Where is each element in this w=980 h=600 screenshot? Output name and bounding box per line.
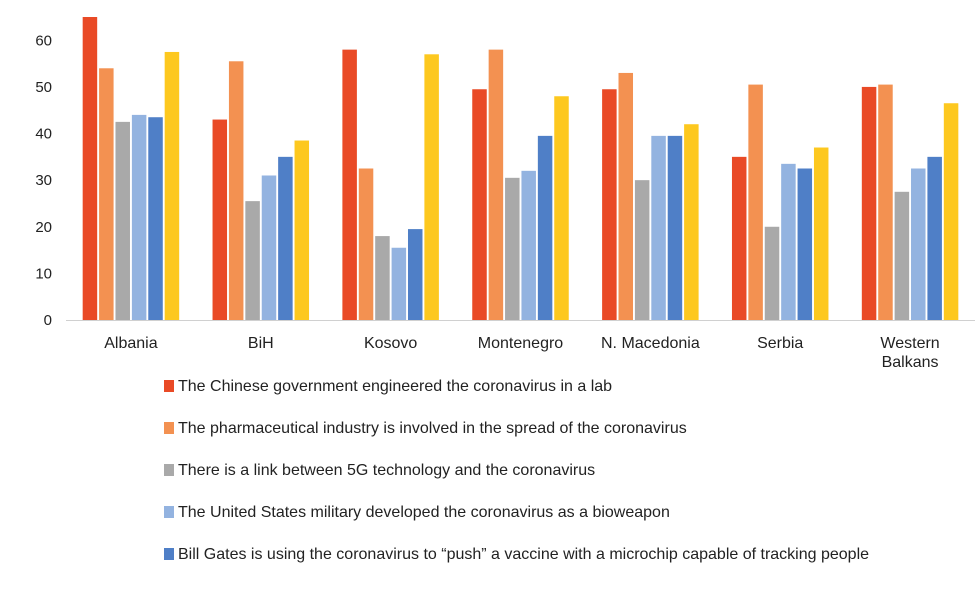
bar-kosovo-series-1 xyxy=(342,49,357,320)
y-tick-label-10: 10 xyxy=(35,265,52,282)
legend-label-5g-technology: There is a link between 5G technology an… xyxy=(178,462,596,479)
bar-montenegro-series-1 xyxy=(472,89,487,320)
bar-western-balkans-series-5 xyxy=(927,156,942,320)
bar-western-balkans-series-6 xyxy=(943,103,959,321)
bar-bih-series-1 xyxy=(212,119,228,320)
legend-swatch-pharmaceutical-industry xyxy=(164,422,174,434)
bar-albania-series-2 xyxy=(99,68,114,320)
bar-serbia-series-6 xyxy=(813,147,829,320)
bar-kosovo-series-4 xyxy=(391,247,407,320)
bar-montenegro-series-4 xyxy=(521,170,536,320)
bar-albania-series-1 xyxy=(82,17,98,320)
bar-n-macedonia-series-2 xyxy=(618,72,634,320)
bar-bih-series-3 xyxy=(245,201,260,320)
y-tick-label-60: 60 xyxy=(35,32,52,49)
bar-montenegro-series-2 xyxy=(488,49,504,320)
bar-kosovo-series-2 xyxy=(358,168,374,320)
x-category-label-western-balkans: Western Balkans xyxy=(880,335,939,371)
bar-n-macedonia-series-4 xyxy=(651,135,666,320)
bar-bih-series-2 xyxy=(228,61,244,320)
bar-serbia-series-2 xyxy=(748,84,763,320)
bar-bih-series-5 xyxy=(278,156,293,320)
bar-serbia-series-4 xyxy=(781,163,796,320)
bar-albania-series-6 xyxy=(164,51,180,321)
bar-chart: 0 10 20 30 40 50 60 Albania BiH Kosovo Montenegro N… xyxy=(35,17,975,371)
legend: The Chinese government engineered the co… xyxy=(160,376,940,586)
x-category-label-albania: Albania xyxy=(104,335,157,352)
legend-swatch-bill-gates xyxy=(164,548,174,560)
legend-swatch-chinese-government xyxy=(164,380,174,392)
x-category-label-bih: BiH xyxy=(248,335,274,352)
bar-montenegro-series-5 xyxy=(537,135,553,320)
legend-item-us-military: The United States military developed the… xyxy=(160,502,940,523)
bar-bih-series-6 xyxy=(294,140,310,320)
bar-n-macedonia-series-3 xyxy=(634,180,650,320)
bar-serbia-series-3 xyxy=(764,226,780,320)
bar-n-macedonia-series-6 xyxy=(684,124,699,320)
bar-western-balkans-series-2 xyxy=(878,84,893,320)
bar-serbia-series-5 xyxy=(797,168,813,320)
bar-n-macedonia-series-1 xyxy=(602,89,617,320)
bar-western-balkans-series-1 xyxy=(861,86,877,320)
legend-item-5g-technology: There is a link between 5G technology an… xyxy=(160,460,940,481)
bar-bih-series-4 xyxy=(261,175,277,320)
bar-western-balkans-series-4 xyxy=(911,168,926,320)
bar-n-macedonia-series-5 xyxy=(667,135,683,320)
y-tick-label-0: 0 xyxy=(44,312,52,329)
x-category-label-kosovo: Kosovo xyxy=(364,335,417,352)
bar-albania-series-5 xyxy=(148,117,163,320)
y-tick-label-20: 20 xyxy=(35,219,52,236)
bar-albania-series-3 xyxy=(115,121,130,320)
x-category-label-n-macedonia: N. Macedonia xyxy=(601,335,700,352)
legend-item-bill-gates: Bill Gates is using the coronavirus to “… xyxy=(160,544,940,565)
bar-montenegro-series-6 xyxy=(554,96,569,320)
bar-western-balkans-series-3 xyxy=(894,191,910,320)
y-tick-label-50: 50 xyxy=(35,79,52,96)
bar-montenegro-series-3 xyxy=(505,177,520,320)
bar-serbia-series-1 xyxy=(731,156,747,320)
x-category-label-montenegro: Montenegro xyxy=(478,335,563,352)
y-tick-label-40: 40 xyxy=(35,126,52,143)
legend-label-us-military: The United States military developed the… xyxy=(178,504,670,521)
legend-item-chinese-government: The Chinese government engineered the co… xyxy=(160,376,940,397)
bar-kosovo-series-3 xyxy=(375,236,390,320)
bar-kosovo-series-6 xyxy=(424,54,439,320)
legend-item-pharmaceutical-industry: The pharmaceutical industry is involved … xyxy=(160,418,940,439)
legend-swatch-5g-technology xyxy=(164,464,174,476)
bar-albania-series-4 xyxy=(131,114,147,320)
legend-swatch-us-military xyxy=(164,506,174,518)
y-tick-label-30: 30 xyxy=(35,172,52,189)
legend-label-chinese-government: The Chinese government engineered the co… xyxy=(178,378,613,395)
x-category-label-serbia: Serbia xyxy=(757,335,803,352)
legend-label-pharmaceutical-industry: The pharmaceutical industry is involved … xyxy=(178,420,687,437)
bar-kosovo-series-5 xyxy=(407,229,423,320)
legend-label-bill-gates: Bill Gates is using the coronavirus to “… xyxy=(178,546,870,563)
